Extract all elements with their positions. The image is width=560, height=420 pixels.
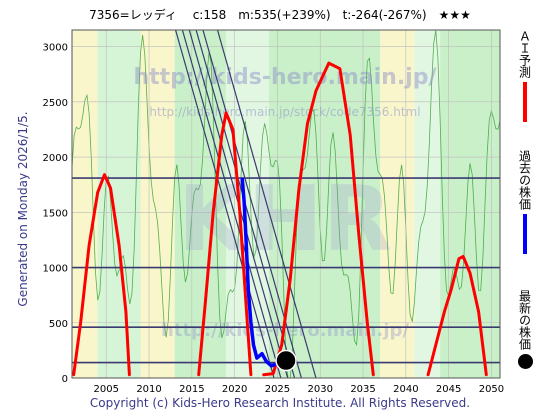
watermark-sub: http://kids-hero.main.jp/stock/code7356.… xyxy=(149,105,420,119)
x-tick-label: 2010 xyxy=(136,384,161,395)
x-tick-label: 2045 xyxy=(436,384,461,395)
background-band xyxy=(72,30,98,378)
background-band xyxy=(268,30,381,378)
legend-latest-price: 最新の株価 xyxy=(514,290,536,369)
legend-ai-forecast: ＡＩ予測 xyxy=(514,30,536,122)
legend-past-price-swatch xyxy=(523,214,527,254)
plot-frame xyxy=(71,29,501,379)
y-tick-label: 0 xyxy=(62,374,68,385)
legend-ai-forecast-label: ＡＩ予測 xyxy=(517,30,532,78)
x-tick-label: 2020 xyxy=(222,384,247,395)
x-tick-label: 2050 xyxy=(479,384,504,395)
background-band xyxy=(174,30,227,378)
trend-line xyxy=(216,30,317,378)
legend-ai-forecast-swatch xyxy=(523,82,527,122)
legend-latest-price-label: 最新の株価 xyxy=(517,290,532,350)
x-tick-label: 2025 xyxy=(265,384,290,395)
watermark-bottom: http://kids-hero.main.jp/ xyxy=(161,320,409,341)
ai-forecast-line xyxy=(426,255,488,377)
ai-forecast-line xyxy=(72,173,131,377)
background-band xyxy=(440,30,500,378)
y-tick-label: 1500 xyxy=(43,208,68,219)
chart-title: 7356=レッディ c:158 m:535(+239%) t:-264(-267… xyxy=(89,8,471,22)
ai-forecast-line xyxy=(197,111,253,377)
y-tick-label: 500 xyxy=(49,319,68,330)
x-tick-label: 2030 xyxy=(308,384,333,395)
background-band xyxy=(414,30,441,378)
x-tick-label: 2040 xyxy=(393,384,418,395)
x-tick-label: 2005 xyxy=(94,384,119,395)
y-tick-label: 1000 xyxy=(43,264,68,275)
trend-line xyxy=(181,30,282,378)
y-tick-label: 3000 xyxy=(43,43,68,54)
background-band xyxy=(380,30,415,378)
legend-past-price: 過去の株価 xyxy=(514,150,536,254)
legend-latest-price-dot xyxy=(517,354,533,369)
watermark-main: http://kids-hero.main.jp/ xyxy=(133,65,437,90)
y-tick-label: 2000 xyxy=(43,153,68,164)
ai-forecast-line xyxy=(262,61,375,377)
copyright-footer: Copyright (c) Kids-Hero Research Institu… xyxy=(89,396,471,410)
x-tick-label: 2015 xyxy=(179,384,204,395)
y-tick-label: 2500 xyxy=(43,98,68,109)
x-tick-label: 2035 xyxy=(350,384,375,395)
trend-line xyxy=(174,30,275,378)
past-price-line xyxy=(240,177,288,368)
latest-price-dot xyxy=(275,349,297,372)
legend-past-price-label: 過去の株価 xyxy=(517,150,532,210)
